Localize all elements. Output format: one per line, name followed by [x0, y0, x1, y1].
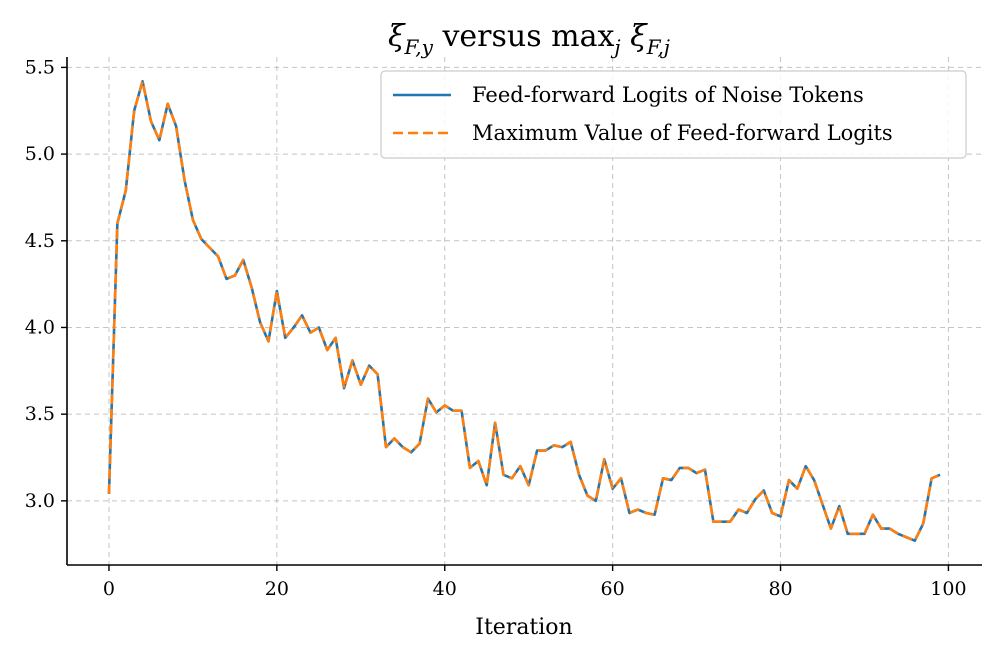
x-tick-label: 40 [433, 578, 457, 600]
x-tick-label: 0 [103, 578, 115, 600]
x-tick-label: 60 [601, 578, 625, 600]
x-tick-label: 20 [265, 578, 289, 600]
y-tick-label: 3.0 [25, 490, 55, 512]
y-tick-label: 4.5 [25, 230, 55, 252]
y-ticks: 3.0 3.5 4.0 4.5 5.0 5.5 [25, 56, 67, 512]
y-tick-label: 4.0 [25, 316, 55, 338]
y-tick-label: 5.0 [25, 143, 55, 165]
legend-label-max-value: Maximum Value of Feed-forward Logits [472, 121, 893, 145]
x-axis-label: Iteration [475, 615, 572, 640]
x-tick-label: 80 [768, 578, 792, 600]
y-tick-label: 3.5 [25, 403, 55, 425]
legend-label-noise-tokens: Feed-forward Logits of Noise Tokens [472, 83, 864, 107]
series-line-max-value [107, 79, 941, 543]
chart-title: ξF,y versus maxj ξF,j [388, 19, 670, 59]
x-tick-label: 100 [930, 578, 966, 600]
x-ticks: 0 20 40 60 80 100 [103, 565, 967, 600]
series-layer [107, 79, 941, 543]
legend-frame [380, 70, 967, 159]
y-tick-label: 5.5 [25, 56, 55, 78]
legend: Feed-forward Logits of Noise Tokens Maxi… [380, 70, 967, 159]
